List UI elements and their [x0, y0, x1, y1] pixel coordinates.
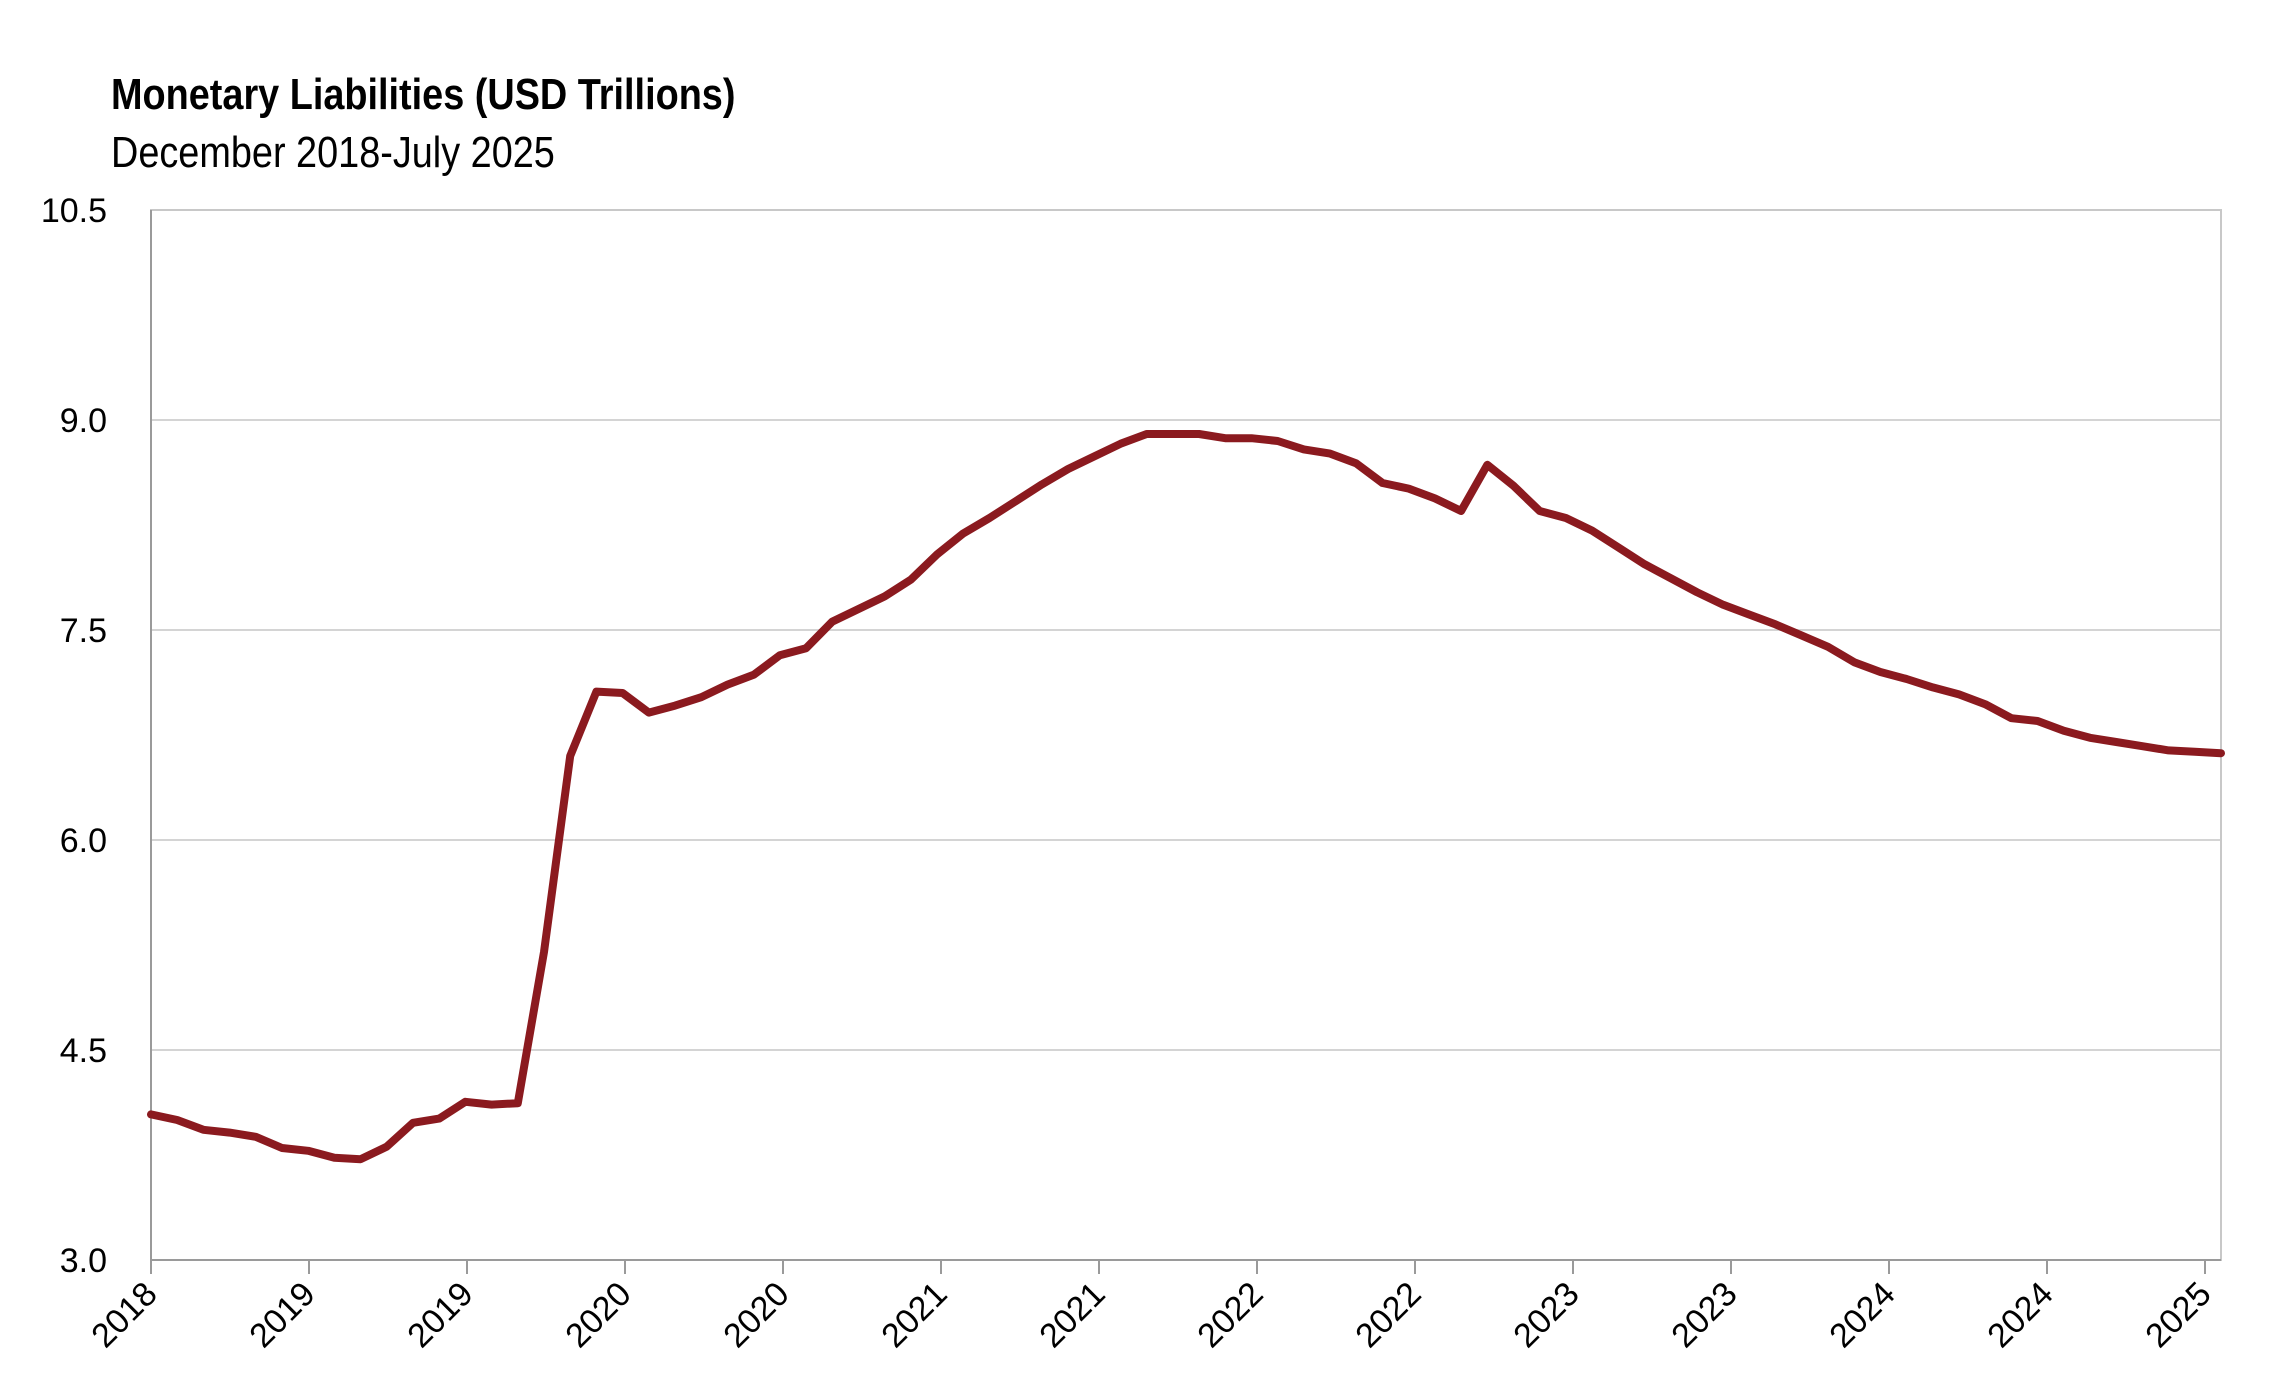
- y-tick-label: 9.0: [60, 402, 107, 440]
- y-tick-label: 10.5: [41, 192, 107, 230]
- chart-title: Monetary Liabilities (USD Trillions): [111, 70, 736, 119]
- y-tick-label: 3.0: [60, 1242, 107, 1280]
- x-axis-tick-labels: 2018 2019 2019 2020 2020 2021 2021 2022 2022 2023…: [84, 1275, 2218, 1355]
- y-tick-label: 6.0: [60, 822, 107, 860]
- series-line-monetary-liabilities: [147, 430, 2225, 1164]
- y-axis-tick-labels: 3.0 4.5 6.0 7.5 9.0 10.5: [41, 192, 107, 1280]
- x-tick-label: 2022: [1348, 1275, 1428, 1355]
- x-tick-label: 2022: [1190, 1275, 1270, 1355]
- x-tick-label: 2020: [558, 1275, 638, 1355]
- x-tick-label: 2025: [2138, 1275, 2218, 1355]
- x-tick-label: 2023: [1506, 1275, 1586, 1355]
- x-tick-label: 2019: [242, 1275, 322, 1355]
- x-tick-label: 2021: [1032, 1275, 1112, 1355]
- chart-subtitle: December 2018-July 2025: [111, 128, 555, 177]
- x-tick-label: 2019: [400, 1275, 480, 1355]
- x-tick-label: 2018: [84, 1275, 164, 1355]
- y-tick-label: 7.5: [60, 612, 107, 650]
- x-tick-label: 2023: [1664, 1275, 1744, 1355]
- x-tick-label: 2024: [1980, 1275, 2060, 1355]
- x-tick-label: 2021: [874, 1275, 954, 1355]
- x-tick-label: 2020: [716, 1275, 796, 1355]
- x-tick-label: 2024: [1822, 1275, 1902, 1355]
- axes: [150, 210, 2221, 1274]
- y-tick-label: 4.5: [60, 1032, 107, 1070]
- series-group: [147, 430, 2225, 1164]
